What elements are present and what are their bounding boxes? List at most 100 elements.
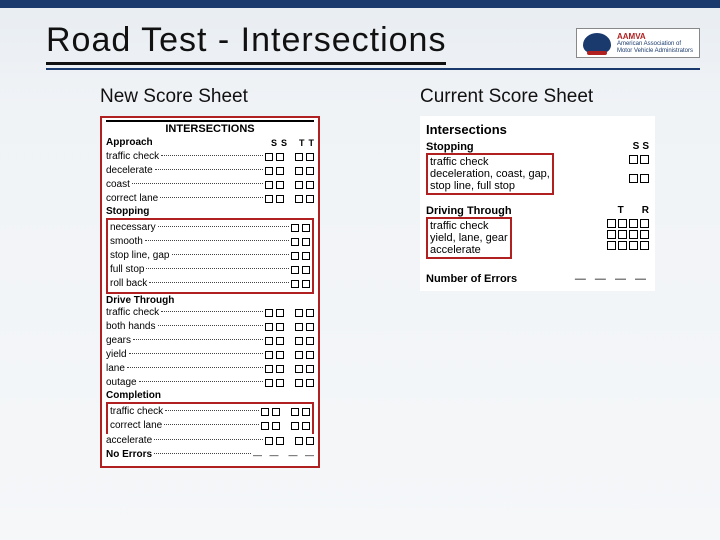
checkbox[interactable] bbox=[306, 379, 314, 387]
checkbox[interactable] bbox=[291, 224, 299, 232]
checkbox[interactable] bbox=[306, 337, 314, 345]
item-label: full stop bbox=[110, 263, 144, 277]
cs-errors-dashes: — — — — bbox=[575, 273, 649, 285]
cs-drv-l2: yield, lane, gear bbox=[430, 232, 508, 244]
item-label: smooth bbox=[110, 235, 143, 249]
checkbox[interactable] bbox=[291, 422, 299, 430]
checkbox[interactable] bbox=[306, 167, 314, 175]
cs-drv-l3: accelerate bbox=[430, 244, 508, 256]
checkbox[interactable] bbox=[291, 266, 299, 274]
checkbox-group bbox=[291, 266, 310, 274]
item-label: both hands bbox=[106, 320, 156, 334]
checkbox[interactable] bbox=[276, 195, 284, 203]
checkbox[interactable] bbox=[276, 153, 284, 161]
checkbox[interactable] bbox=[276, 167, 284, 175]
checkbox[interactable] bbox=[265, 153, 273, 161]
no-errors-row: No Errors — — — — bbox=[106, 448, 314, 462]
checkbox[interactable] bbox=[265, 195, 273, 203]
right-column: Current Score Sheet Intersections Stoppi… bbox=[380, 80, 720, 540]
checkbox-group bbox=[291, 238, 310, 246]
checkbox[interactable] bbox=[295, 323, 303, 331]
checkbox[interactable] bbox=[291, 280, 299, 288]
checkbox[interactable] bbox=[295, 195, 303, 203]
checkbox[interactable] bbox=[295, 167, 303, 175]
cs-drive-boxes bbox=[607, 217, 649, 250]
checkbox-group bbox=[265, 337, 314, 345]
logo-icon bbox=[583, 33, 611, 53]
checkbox[interactable] bbox=[295, 365, 303, 373]
checkbox[interactable] bbox=[302, 238, 310, 246]
checkbox[interactable] bbox=[295, 153, 303, 161]
current-score-sheet: Intersections Stopping S S traffic check… bbox=[420, 116, 655, 291]
checkbox[interactable] bbox=[306, 181, 314, 189]
checkbox[interactable] bbox=[295, 351, 303, 359]
cs-h-s2: S bbox=[642, 141, 649, 152]
item-row: traffic check bbox=[106, 150, 314, 164]
checkbox[interactable] bbox=[276, 337, 284, 345]
item-label: gears bbox=[106, 334, 131, 348]
checkbox[interactable] bbox=[276, 365, 284, 373]
cs-drive-highlight: traffic check yield, lane, gear accelera… bbox=[426, 217, 512, 259]
checkbox[interactable] bbox=[302, 266, 310, 274]
checkbox[interactable] bbox=[302, 422, 310, 430]
checkbox[interactable] bbox=[295, 309, 303, 317]
checkbox[interactable] bbox=[302, 224, 310, 232]
checkbox[interactable] bbox=[302, 252, 310, 260]
checkbox[interactable] bbox=[291, 252, 299, 260]
checkbox[interactable] bbox=[261, 408, 269, 416]
cs-drive-label: Driving Through bbox=[426, 205, 512, 217]
item-row: necessary bbox=[110, 221, 310, 235]
cs-drv-l1: traffic check bbox=[430, 220, 508, 232]
checkbox[interactable] bbox=[265, 379, 273, 387]
checkbox[interactable] bbox=[261, 422, 269, 430]
checkbox[interactable] bbox=[306, 195, 314, 203]
checkbox[interactable] bbox=[265, 337, 273, 345]
item-label: traffic check bbox=[106, 150, 159, 164]
checkbox[interactable] bbox=[265, 309, 273, 317]
checkbox[interactable] bbox=[265, 365, 273, 373]
logo-text-block: AAMVA American Association of Motor Vehi… bbox=[617, 32, 693, 54]
checkbox[interactable] bbox=[276, 379, 284, 387]
checkbox[interactable] bbox=[265, 323, 273, 331]
checkbox[interactable] bbox=[265, 181, 273, 189]
checkbox-group bbox=[265, 351, 314, 359]
checkbox[interactable] bbox=[302, 280, 310, 288]
checkbox[interactable] bbox=[302, 408, 310, 416]
checkbox[interactable] bbox=[291, 408, 299, 416]
checkbox[interactable] bbox=[295, 181, 303, 189]
checkbox[interactable] bbox=[265, 351, 273, 359]
no-errors-label: No Errors bbox=[106, 448, 152, 462]
checkbox[interactable] bbox=[306, 365, 314, 373]
checkbox[interactable] bbox=[276, 351, 284, 359]
checkbox[interactable] bbox=[295, 437, 303, 445]
page-title: Road Test - Intersections bbox=[46, 21, 446, 65]
checkbox[interactable] bbox=[276, 181, 284, 189]
item-row: gears bbox=[106, 334, 314, 348]
checkbox[interactable] bbox=[295, 379, 303, 387]
checkbox[interactable] bbox=[272, 422, 280, 430]
checkbox-group bbox=[265, 181, 314, 189]
checkbox[interactable] bbox=[295, 337, 303, 345]
checkbox[interactable] bbox=[306, 351, 314, 359]
checkbox-group bbox=[261, 408, 310, 416]
item-row: correct lane bbox=[110, 419, 310, 433]
checkbox[interactable] bbox=[306, 323, 314, 331]
checkbox[interactable] bbox=[265, 167, 273, 175]
checkbox[interactable] bbox=[306, 153, 314, 161]
item-label: outage bbox=[106, 376, 137, 390]
item-label: correct lane bbox=[110, 419, 162, 433]
cs-stopping-highlight: traffic check deceleration, coast, gap, … bbox=[426, 153, 554, 195]
checkbox[interactable] bbox=[276, 437, 284, 445]
checkbox[interactable] bbox=[306, 309, 314, 317]
checkbox[interactable] bbox=[272, 408, 280, 416]
checkbox[interactable] bbox=[306, 437, 314, 445]
completion-label: Completion bbox=[106, 390, 161, 401]
checkbox[interactable] bbox=[291, 238, 299, 246]
checkbox[interactable] bbox=[276, 323, 284, 331]
checkbox[interactable] bbox=[265, 437, 273, 445]
aamva-logo: AAMVA American Association of Motor Vehi… bbox=[576, 28, 700, 58]
checkbox[interactable] bbox=[276, 309, 284, 317]
checkbox-group bbox=[265, 437, 314, 445]
cs-errors-row: Number of Errors — — — — bbox=[426, 273, 649, 285]
item-row: accelerate bbox=[106, 434, 314, 448]
